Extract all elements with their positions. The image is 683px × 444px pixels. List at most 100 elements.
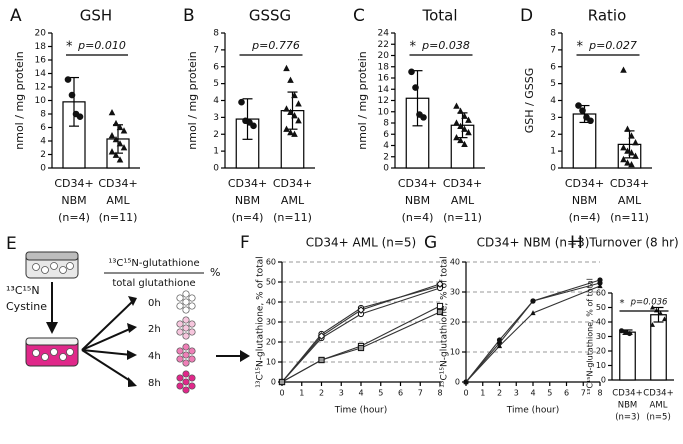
data-point <box>457 122 464 130</box>
cell <box>188 294 196 302</box>
significance-star: * <box>66 40 73 55</box>
data-point <box>624 147 631 154</box>
series-line <box>281 311 441 383</box>
p-value: p=0.027 <box>588 39 637 52</box>
y-tick-label: 5 <box>213 79 219 89</box>
timepoint: 4h <box>148 351 161 362</box>
y-tick-label: 8 <box>213 29 219 39</box>
y-tick-label: 20 <box>596 347 606 356</box>
x-tick-label: 3 <box>339 389 344 398</box>
y-axis-label: nmol / mg protein <box>356 51 369 149</box>
y-tick-label: 30 <box>450 288 460 297</box>
x-tick-label: 2 <box>319 389 324 398</box>
data-point <box>463 379 469 385</box>
cell <box>182 298 190 306</box>
y-tick-label: 4 <box>383 141 389 151</box>
x-tick-label: CD34+ <box>610 177 649 190</box>
panel-letter: C <box>353 6 365 26</box>
y-tick-label: 60 <box>596 289 606 298</box>
y-tick-label: 30 <box>596 332 606 341</box>
cell <box>188 347 196 355</box>
y-tick-label: 1 <box>550 147 556 157</box>
x-tick-label: 5 <box>547 389 552 398</box>
data-point <box>628 149 635 156</box>
y-tick-label: 16 <box>35 56 47 66</box>
cell <box>182 290 190 298</box>
y-tick-label: 20 <box>35 29 47 39</box>
x-tick-label: (n=11) <box>610 211 649 224</box>
data-point <box>278 378 286 386</box>
data-point <box>116 123 124 131</box>
fan-arrows <box>81 301 133 383</box>
isotope-label: ¹³C¹⁵N <box>6 284 40 297</box>
data-point <box>436 302 444 310</box>
x-tick-label: AML <box>281 194 305 207</box>
data-point <box>453 102 460 109</box>
data-point <box>116 156 124 163</box>
data-point <box>457 136 464 144</box>
cell <box>188 355 196 363</box>
y-tick-label: 7 <box>550 45 556 55</box>
substrate-label: Cystine <box>6 300 47 313</box>
data-point <box>461 140 468 148</box>
cell <box>182 386 190 394</box>
chart-title: Total <box>421 7 457 25</box>
series-line <box>465 285 601 383</box>
data-point <box>620 144 627 151</box>
chart-title: Ratio <box>588 7 627 25</box>
x-tick-label: AML <box>106 194 130 207</box>
data-point <box>317 332 326 340</box>
series-line <box>465 279 601 383</box>
y-axis-label: ¹³C¹⁵N-glutathione, % of total <box>256 256 266 387</box>
data-point <box>620 66 627 73</box>
data-point <box>108 148 116 155</box>
data-point <box>283 105 290 112</box>
x-tick-label: AML <box>650 401 668 411</box>
x-tick-label: CD34+ <box>228 177 267 190</box>
data-point <box>436 308 444 316</box>
x-tick-label: CD34+ <box>612 389 642 399</box>
cell <box>176 355 184 363</box>
x-tick-label: 7 <box>418 389 423 398</box>
x-tick-label: 3 <box>514 389 519 398</box>
y-tick-label: 0 <box>383 164 389 174</box>
data-point <box>108 109 116 116</box>
y-tick-label: 40 <box>596 318 606 327</box>
panel-letter: E <box>6 234 17 254</box>
chart-title: GSH <box>80 7 112 25</box>
y-tick-label: 8 <box>40 110 46 120</box>
significance-star: * <box>410 40 417 55</box>
x-tick-label: NBM <box>618 401 638 411</box>
data-point <box>295 100 302 107</box>
x-tick-label: 4 <box>358 389 363 398</box>
x-tick-label: CD34+ <box>443 177 482 190</box>
significance-star: * <box>620 298 625 309</box>
y-tick-label: 30 <box>266 318 276 327</box>
data-point <box>579 107 586 114</box>
cells <box>32 262 74 274</box>
x-tick-label: 1 <box>299 389 304 398</box>
y-tick-label: 60 <box>266 258 276 267</box>
y-tick-label: 20 <box>450 318 460 327</box>
cell <box>188 328 196 336</box>
chart-title: CD34+ NBM (n=3) <box>477 236 590 250</box>
x-axis-label: Time (hour) <box>334 406 388 416</box>
data-point <box>291 91 298 99</box>
y-tick-label: 22 <box>378 40 389 50</box>
x-tick-label: 1 <box>480 389 485 398</box>
y-tick-label: 12 <box>378 96 389 106</box>
data-point <box>632 139 639 146</box>
x-tick-label: AML <box>618 194 642 207</box>
y-tick-label: 2 <box>40 150 46 160</box>
y-tick-label: 14 <box>378 85 390 95</box>
x-tick-label: (n=4) <box>58 211 90 224</box>
chart-title: Turnover (8 hr) <box>588 236 678 250</box>
panel-letter: G <box>424 233 437 253</box>
x-tick-label: AML <box>451 194 475 207</box>
data-point <box>120 127 128 134</box>
data-point <box>283 64 290 72</box>
cell-clusters <box>176 290 196 394</box>
data-point <box>465 116 472 123</box>
x-tick-label: 7 <box>581 389 586 398</box>
